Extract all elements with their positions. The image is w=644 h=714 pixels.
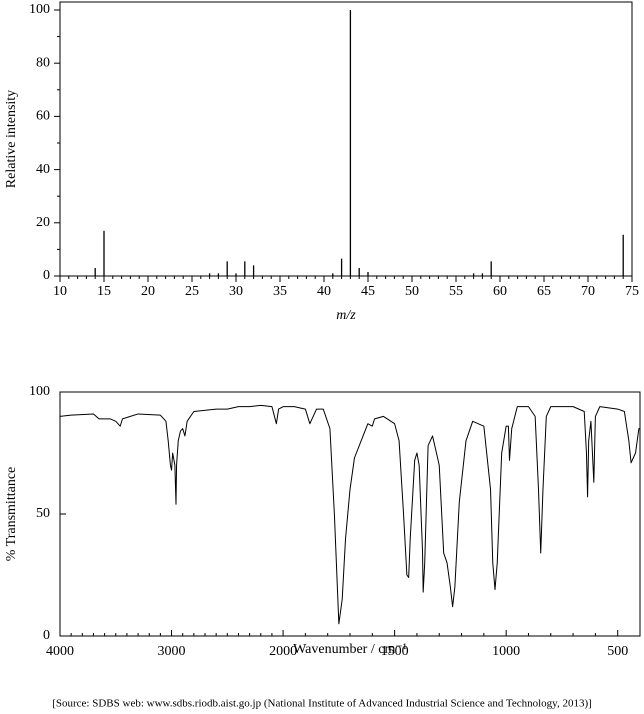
x-tick-label: 15 <box>97 284 111 299</box>
plot-frame <box>59 391 641 637</box>
x-tick-label: 40 <box>317 284 331 299</box>
x-tick-label: 1500 <box>381 644 409 659</box>
x-tick-label: 10 <box>53 284 67 299</box>
plot-frame <box>59 1 633 277</box>
y-tick-label: 100 <box>29 384 50 399</box>
x-tick-label: 50 <box>405 284 419 299</box>
source-note: [Source: SDBS web: www.sdbs.riodb.aist.g… <box>52 698 592 710</box>
y-tick-label: 40 <box>36 162 50 177</box>
x-tick-label: 3000 <box>158 644 186 659</box>
x-tick-label: 25 <box>185 284 199 299</box>
y-tick-label: 100 <box>29 2 50 17</box>
x-tick-label: 500 <box>607 644 628 659</box>
y-axis-label: Relative intensity <box>4 90 19 188</box>
y-tick-label: 0 <box>43 268 50 283</box>
x-tick-label: 35 <box>273 284 287 299</box>
spectrum-line <box>59 404 640 625</box>
x-tick-label: 55 <box>449 284 463 299</box>
x-axis-label: Wavenumber / cm⁻¹ <box>293 642 407 657</box>
x-tick-label: 60 <box>493 284 507 299</box>
x-axis-label: m/z <box>336 308 356 323</box>
y-tick-label: 60 <box>36 109 50 124</box>
y-axis-label: % Transmittance <box>4 467 19 562</box>
x-tick-label: 75 <box>625 284 639 299</box>
x-tick-label: 65 <box>537 284 551 299</box>
x-tick-label: 4000 <box>46 644 74 659</box>
x-tick-label: 30 <box>229 284 243 299</box>
x-tick-label: 1000 <box>492 644 520 659</box>
y-tick-label: 80 <box>36 55 50 70</box>
x-tick-label: 45 <box>361 284 375 299</box>
x-tick-label: 2000 <box>269 644 297 659</box>
x-tick-label: 70 <box>581 284 595 299</box>
y-tick-label: 50 <box>36 506 50 521</box>
x-tick-label: 20 <box>141 284 155 299</box>
y-tick-label: 0 <box>43 628 50 643</box>
y-tick-label: 20 <box>36 215 50 230</box>
